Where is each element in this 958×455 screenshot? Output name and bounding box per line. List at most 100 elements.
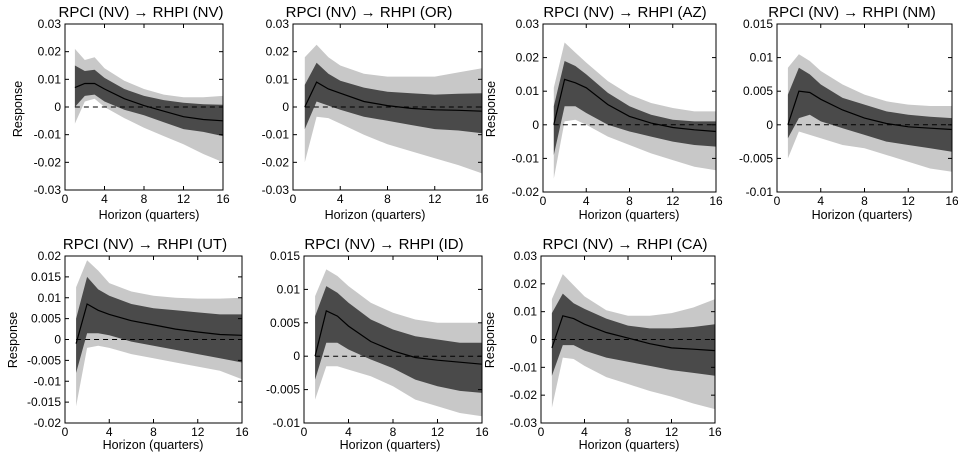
median-response-line [74, 82, 224, 122]
y-tick-label: -0.01 [273, 416, 301, 430]
y-axis-label: Response [484, 81, 498, 137]
y-axis-label: Response [483, 312, 497, 368]
y-tick-label: -0.03 [262, 183, 290, 197]
x-tick-label: 4 [337, 192, 344, 206]
x-tick-label: 8 [150, 425, 157, 439]
x-axis-label: Horizon (quarters) [812, 208, 913, 222]
x-tick-label: 8 [626, 194, 633, 208]
y-tick-label: -0.02 [34, 416, 62, 430]
y-tick-label: -0.01 [34, 374, 62, 388]
panel-title: RPCI (NV) → RHPI (OR) [286, 4, 453, 21]
y-tick-label: 0 [54, 333, 61, 347]
y-tick-label: 0.02 [516, 51, 540, 65]
y-tick-label: 0.015 [31, 270, 61, 284]
y-tick-label: -0.01 [746, 185, 774, 199]
median-response-line [75, 303, 243, 344]
x-tick-label: 0 [62, 192, 69, 206]
y-tick-label: 0.01 [516, 84, 540, 98]
panel-title: RPCI (NV) → RHPI (NV) [59, 4, 224, 21]
x-tick-label: 16 [216, 192, 230, 206]
x-tick-label: 4 [583, 194, 590, 208]
x-tick-label: 0 [301, 425, 308, 439]
median-response-line [551, 315, 716, 352]
panel-ca: 0 4 8 12 16 -0.03 -0.02 -0.01 0 0.01 0.02 0.03 RPCI… [483, 236, 722, 452]
x-tick-label: 8 [861, 194, 868, 208]
panel-title: RPCI (NV) → RHPI (AZ) [543, 4, 706, 21]
y-tick-label: 0 [766, 118, 773, 132]
panel-id: 0 4 8 12 16 -0.01 -0.005 0 0.005 0.01 0.015 RPCI (… [266, 236, 489, 452]
x-tick-label: 4 [345, 425, 352, 439]
x-tick-label: 16 [235, 425, 249, 439]
y-tick-label: 0 [530, 333, 537, 347]
x-axis-label: Horizon (quarters) [579, 438, 680, 452]
x-tick-label: 0 [540, 194, 547, 208]
x-tick-label: 0 [538, 425, 545, 439]
y-tick-label: -0.01 [512, 151, 540, 165]
x-tick-label: 12 [177, 192, 191, 206]
x-tick-label: 0 [774, 194, 781, 208]
panel-or: 0 4 8 12 16 -0.03 -0.02 -0.01 0 0.01 0.02 0.03 RPCI… [262, 4, 489, 222]
y-tick-label: -0.005 [266, 383, 300, 397]
x-tick-label: 12 [665, 425, 679, 439]
inner-confidence-band [553, 61, 716, 155]
plot-area: 0 4 8 12 16 -0.03 -0.02 -0.01 0 0.01 0.02 0.03 [34, 17, 230, 206]
x-axis-label: Horizon (quarters) [579, 208, 680, 222]
y-tick-label: 0.03 [516, 17, 540, 31]
y-tick-label: 0 [293, 349, 300, 363]
median-response-line [304, 81, 483, 112]
y-tick-label: 0.005 [743, 84, 773, 98]
plot-area: 0 4 8 12 16 -0.01 -0.005 0 0.005 0.01 0.015 [266, 249, 489, 439]
x-tick-label: 4 [101, 192, 108, 206]
x-tick-label: 12 [666, 194, 680, 208]
panel-ut: 0 4 8 12 16 -0.02 -0.015 -0.01 -0.005 0 0.005 0.01 0… [6, 236, 249, 452]
x-tick-label: 16 [475, 425, 489, 439]
y-tick-label: -0.02 [34, 155, 62, 169]
y-tick-label: 0.02 [38, 249, 62, 263]
y-tick-label: -0.01 [510, 360, 538, 374]
y-tick-label: 0.02 [266, 45, 290, 59]
y-tick-label: 0.01 [266, 72, 290, 86]
y-axis-label: Response [11, 81, 25, 137]
y-tick-label: -0.015 [27, 395, 61, 409]
y-tick-label: 0.005 [31, 312, 61, 326]
plot-area: 0 4 8 12 16 -0.03 -0.02 -0.01 0 0.01 0.02 0.03 [510, 249, 722, 439]
y-tick-label: 0.015 [743, 17, 773, 31]
x-tick-label: 12 [902, 194, 916, 208]
plot-area: 0 4 8 12 16 -0.01 -0.005 0 0.005 0.01 0.015 [739, 17, 958, 208]
x-axis-label: Horizon (quarters) [325, 208, 426, 222]
x-axis-label: Horizon (quarters) [103, 438, 204, 452]
x-tick-label: 16 [945, 194, 958, 208]
y-tick-label: -0.005 [27, 353, 61, 367]
inner-confidence-band [304, 62, 482, 134]
y-tick-label: -0.02 [512, 185, 540, 199]
y-tick-label: 0.01 [38, 291, 62, 305]
y-tick-label: 0.01 [750, 51, 774, 65]
y-tick-label: 0.03 [266, 17, 290, 31]
x-tick-label: 4 [106, 425, 113, 439]
x-tick-label: 0 [290, 192, 297, 206]
y-tick-label: -0.03 [510, 416, 538, 430]
inner-confidence-band [315, 286, 482, 393]
y-tick-label: 0.03 [38, 17, 62, 31]
panel-title: RPCI (NV) → RHPI (NM) [768, 4, 936, 21]
y-tick-label: 0.02 [38, 45, 62, 59]
y-tick-label: 0.02 [514, 277, 538, 291]
median-response-line [787, 90, 953, 131]
y-axis-label: Response [6, 312, 20, 368]
x-tick-label: 12 [191, 425, 205, 439]
y-tick-label: 0.015 [270, 249, 300, 263]
median-response-line [314, 309, 483, 365]
plot-area: 0 4 8 12 16 -0.02 -0.01 0 0.01 0.02 0.03 [512, 17, 723, 208]
y-tick-label: 0.01 [277, 282, 301, 296]
x-tick-label: 8 [141, 192, 148, 206]
y-tick-label: 0.03 [514, 249, 538, 263]
x-tick-label: 16 [708, 425, 722, 439]
x-tick-label: 8 [625, 425, 632, 439]
x-axis-label: Horizon (quarters) [340, 438, 441, 452]
y-tick-label: -0.03 [34, 183, 62, 197]
x-tick-label: 0 [62, 425, 69, 439]
x-tick-label: 12 [428, 192, 442, 206]
y-tick-label: -0.01 [262, 128, 290, 142]
y-tick-label: 0.005 [270, 316, 300, 330]
